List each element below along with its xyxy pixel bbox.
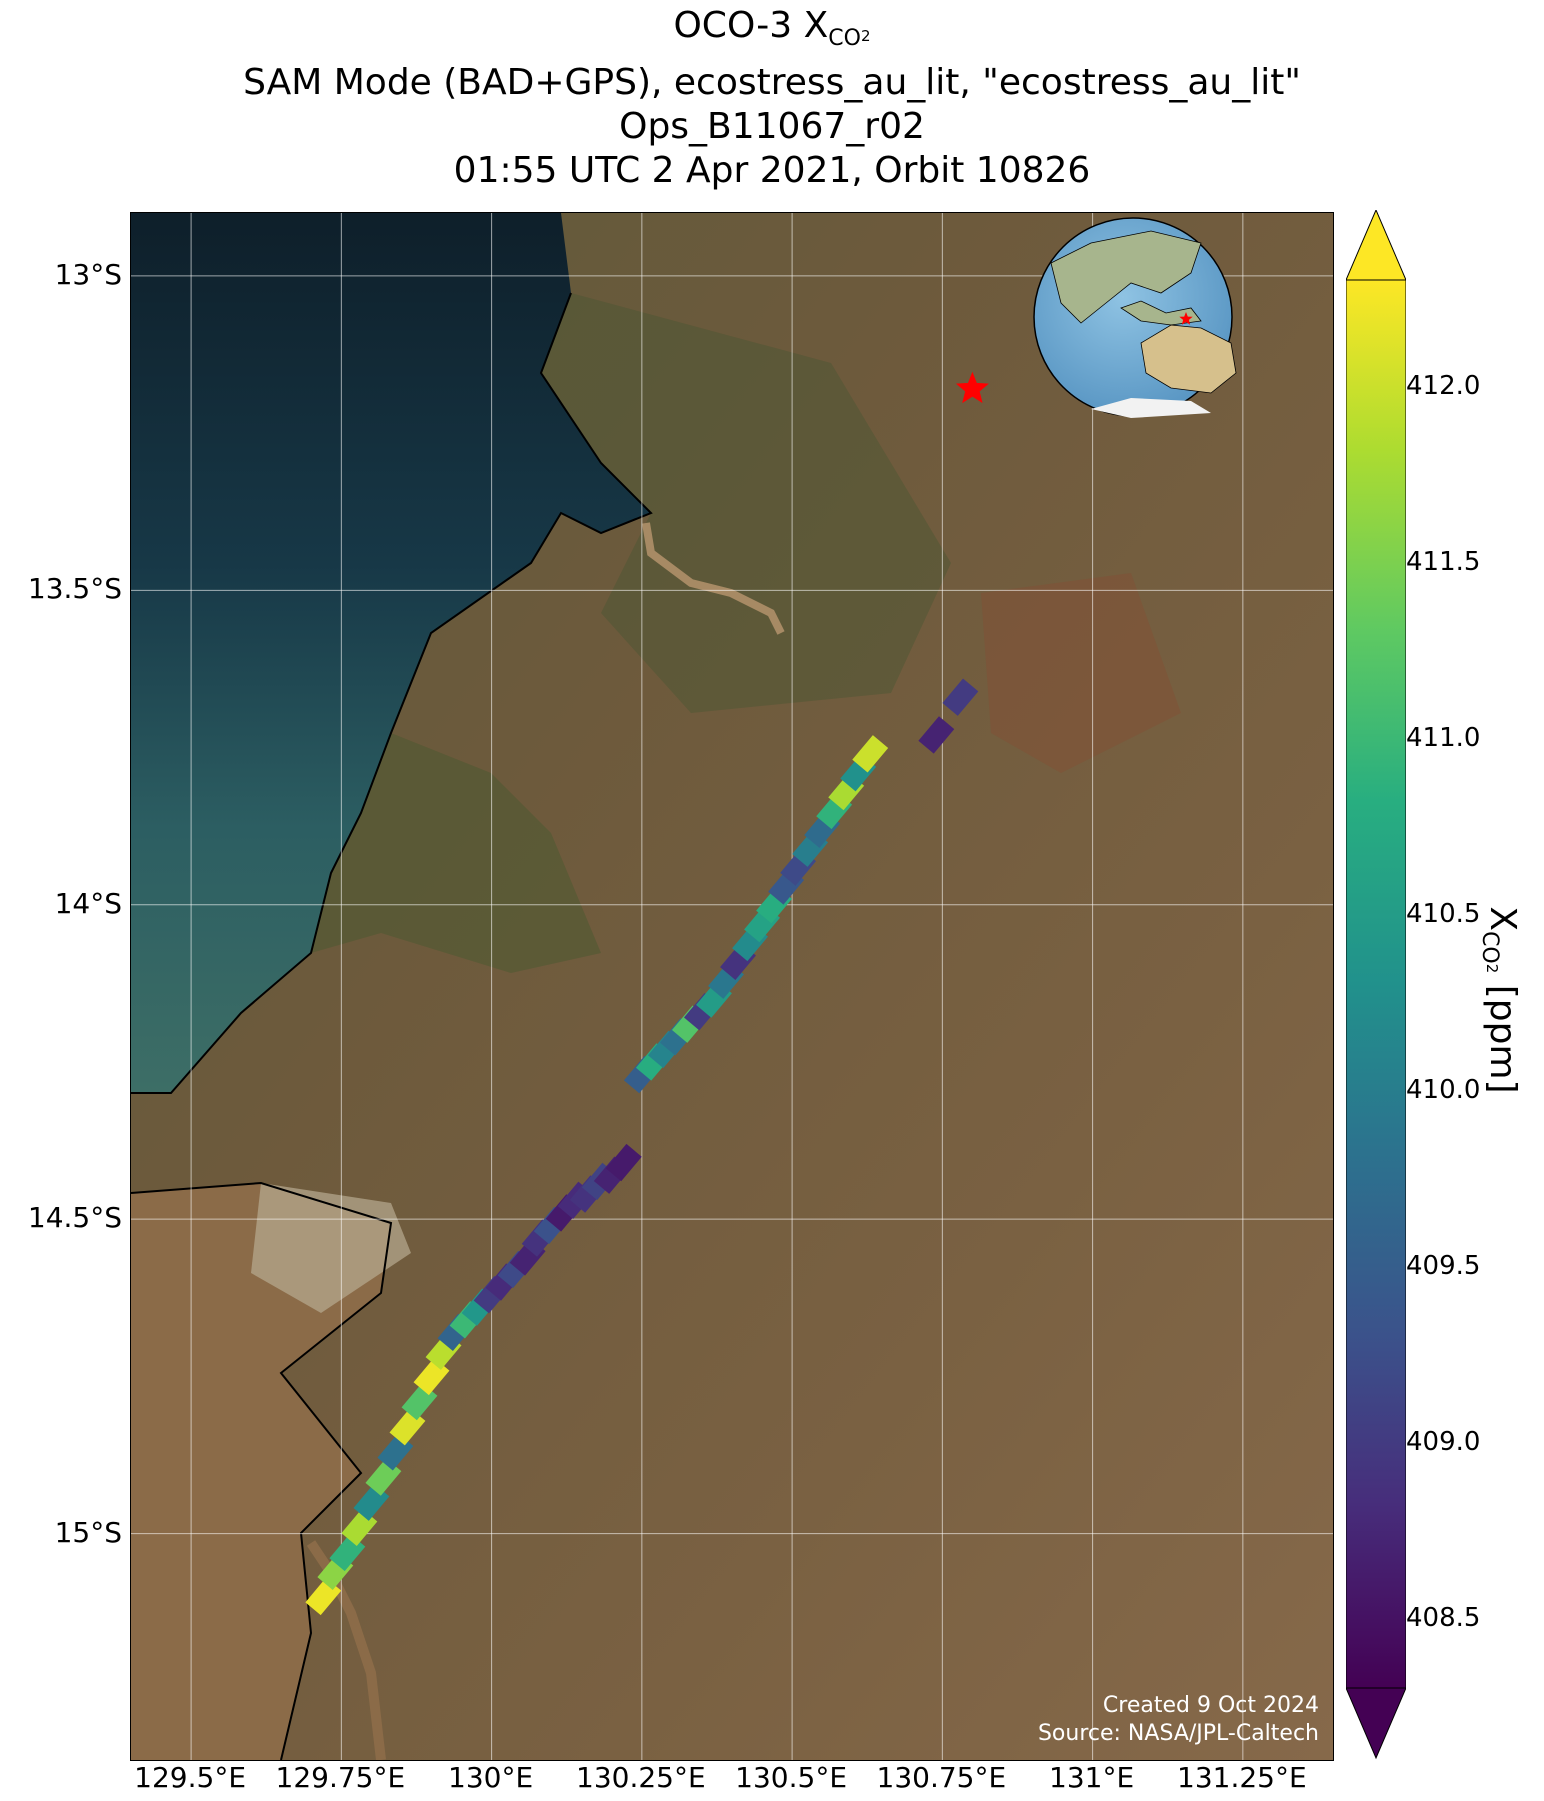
satellite-basemap bbox=[131, 213, 1333, 1760]
colorbar-tick-label: 408.5 bbox=[1406, 1602, 1481, 1633]
colorbar bbox=[1346, 210, 1406, 1760]
lon-label: 129.75°E bbox=[275, 1761, 406, 1794]
globe-indonesia bbox=[1120, 300, 1202, 326]
river-channel bbox=[642, 522, 785, 635]
lat-label: 14°S bbox=[54, 886, 122, 920]
sea-area bbox=[131, 213, 651, 1093]
xco2-sounding bbox=[852, 735, 889, 773]
red-earth-region bbox=[981, 573, 1181, 773]
lat-label: 13.5°S bbox=[27, 572, 122, 606]
colorbar-tick-label: 411.5 bbox=[1406, 546, 1481, 577]
colorbar-label: XCO2 [ppm] bbox=[1477, 906, 1523, 1094]
lat-label: 15°S bbox=[54, 1515, 122, 1549]
created-date: Created 9 Oct 2024 bbox=[1102, 1693, 1319, 1718]
colorbar-tick-label: 409.0 bbox=[1406, 1426, 1481, 1457]
map-panel[interactable]: Created 9 Oct 2024 Source: NASA/JPL-Calt… bbox=[130, 212, 1334, 1761]
globe-target-star-icon bbox=[1179, 312, 1193, 325]
globe-inset bbox=[1033, 217, 1237, 418]
lat-label: 14.5°S bbox=[27, 1201, 122, 1235]
xco2-sounding bbox=[605, 1143, 642, 1182]
title-line-1: OCO-3 XCO2 bbox=[673, 5, 871, 51]
mudflat-bay bbox=[131, 1183, 391, 1760]
colorbar-tick-label: 411.0 bbox=[1406, 722, 1481, 753]
lat-label: 13°S bbox=[54, 257, 122, 291]
river-south bbox=[306, 1540, 386, 1760]
green-vegetation-north bbox=[541, 293, 951, 713]
globe-asia-landmass bbox=[1050, 230, 1202, 324]
xco2-soundings bbox=[305, 678, 979, 1616]
credit-text: Created 9 Oct 2024 Source: NASA/JPL-Calt… bbox=[1038, 1692, 1319, 1748]
tidal-flats bbox=[251, 1183, 411, 1313]
lon-label: 131.25°E bbox=[1177, 1761, 1307, 1794]
lon-label: 130°E bbox=[448, 1761, 534, 1794]
colorbar-tick-label: 409.5 bbox=[1406, 1250, 1481, 1281]
lon-label: 131°E bbox=[1049, 1761, 1135, 1794]
title-line-4: 01:55 UTC 2 Apr 2021, Orbit 10826 bbox=[453, 150, 1091, 191]
lon-label: 130.75°E bbox=[876, 1761, 1007, 1794]
colorbar-extend-top bbox=[1346, 210, 1406, 281]
target-star-icon bbox=[955, 371, 989, 404]
globe-antarctica bbox=[1091, 398, 1211, 418]
source-credit: Source: NASA/JPL-Caltech bbox=[1037, 1721, 1319, 1746]
globe-australia bbox=[1140, 324, 1237, 394]
xco2-sounding bbox=[942, 678, 979, 716]
lon-label: 130.5°E bbox=[735, 1761, 848, 1794]
colorbar-body bbox=[1346, 279, 1406, 1689]
colorbar-extend-bottom bbox=[1346, 1687, 1406, 1760]
title-line-2: SAM Mode (BAD+GPS), ecostress_au_lit, "e… bbox=[243, 62, 1301, 103]
colorbar-tick-label: 410.0 bbox=[1406, 1074, 1481, 1105]
title-line-3: Ops_B11067_r02 bbox=[619, 106, 925, 147]
lon-label: 129.5°E bbox=[134, 1761, 247, 1794]
green-coastal-vegetation bbox=[311, 733, 601, 973]
lon-label: 130.25°E bbox=[576, 1761, 706, 1794]
colorbar-tick-label: 410.5 bbox=[1406, 898, 1481, 929]
figure-title: OCO-3 XCO2 SAM Mode (BAD+GPS), ecostress… bbox=[0, 4, 1544, 193]
xco2-sounding bbox=[918, 716, 955, 754]
colorbar-tick-label: 412.0 bbox=[1406, 370, 1481, 401]
